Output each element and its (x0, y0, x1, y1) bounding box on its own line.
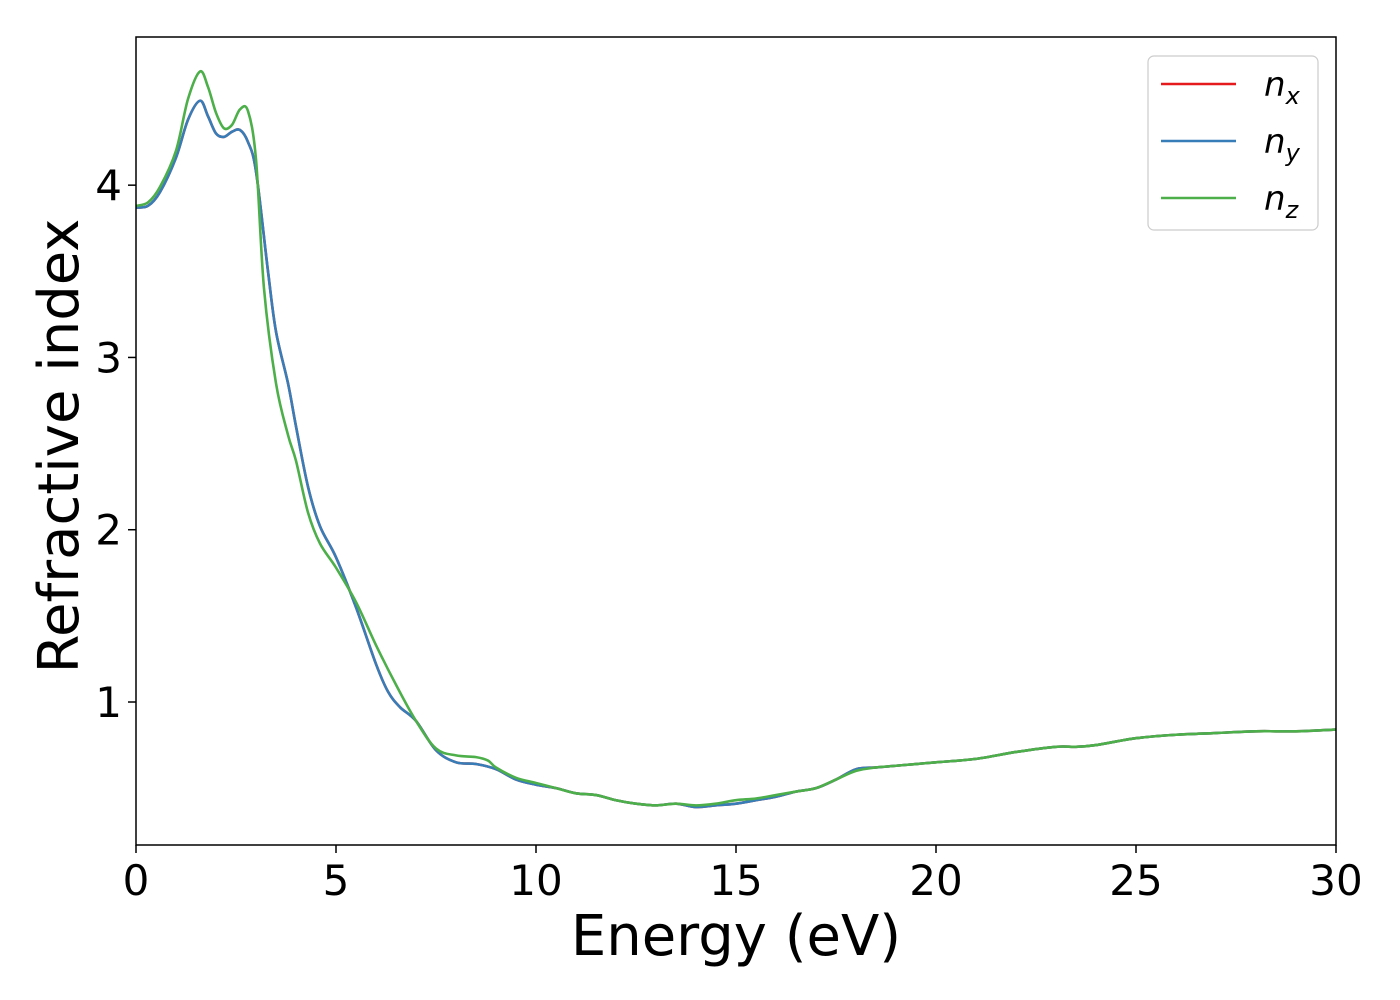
series-line-nz (135, 69, 1337, 807)
x-axis-ticks: 0 5 10 15 20 25 30 (123, 845, 1363, 905)
legend-box (1147, 55, 1319, 231)
y-tick-label: 4 (95, 161, 122, 210)
y-axis-title: Refractive index (27, 219, 92, 674)
y-axis-ticks: 1 2 3 4 (95, 161, 136, 727)
x-tick-label: 20 (909, 856, 962, 905)
x-tick-label: 25 (1109, 856, 1162, 905)
y-tick-label: 2 (95, 506, 122, 555)
x-tick-label: 0 (123, 856, 150, 905)
y-tick-label: 3 (95, 333, 122, 382)
x-tick-label: 5 (323, 856, 350, 905)
x-tick-label: 10 (509, 856, 562, 905)
y-tick-label: 1 (95, 678, 122, 727)
x-axis-title: Energy (eV) (571, 904, 901, 969)
plot-lines (135, 69, 1337, 809)
x-tick-label: 30 (1309, 856, 1362, 905)
x-tick-label: 15 (709, 856, 762, 905)
